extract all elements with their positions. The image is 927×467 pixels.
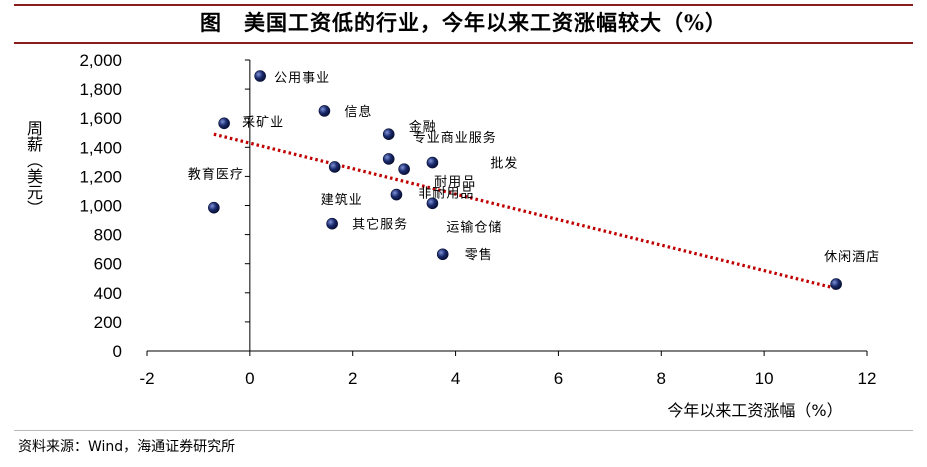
y-tick-label: 1,600	[79, 109, 122, 128]
title-rule	[14, 42, 913, 44]
data-point	[218, 117, 230, 130]
figure-title: 图美国工资低的行业，今年以来工资涨幅较大（%）	[0, 7, 927, 37]
data-label: 公用事业	[274, 71, 330, 86]
data-point	[318, 105, 331, 117]
data-point	[328, 161, 341, 173]
x-tick-label: 4	[451, 369, 460, 388]
data-label: 教育医疗	[188, 167, 244, 183]
axes: 0 200 400 600 800 1,000 1,200 1,400 1,600 1,800 2,…	[79, 51, 876, 388]
trendline	[213, 132, 837, 290]
y-tick-label: 1,000	[79, 197, 122, 216]
x-tick-label: -2	[139, 369, 154, 388]
bottom-rule	[14, 430, 913, 431]
x-tick-label: 12	[858, 369, 877, 388]
data-point	[208, 201, 220, 214]
y-tick-label: 800	[94, 226, 122, 245]
x-tick-label: 2	[348, 369, 357, 388]
data-point	[382, 128, 395, 141]
data-point	[830, 278, 842, 290]
data-label: 其它服务	[352, 217, 408, 233]
y-tick-label: 2,000	[79, 51, 122, 70]
y-tick-label: 600	[94, 255, 122, 274]
y-tick-label: 1,800	[79, 80, 122, 99]
data-label: 耐用品	[434, 175, 476, 190]
x-tick-label: 8	[657, 369, 666, 388]
data-label: 采矿业	[242, 115, 284, 130]
data-label: 非耐用品	[418, 187, 474, 202]
data-label: 运输仓储	[446, 219, 502, 235]
x-tick-label: 6	[554, 369, 563, 388]
figure-prefix: 图	[200, 10, 223, 35]
y-tick-label: 1,400	[79, 138, 122, 157]
data-point	[426, 197, 439, 210]
y-tick-label: 0	[113, 342, 122, 361]
data-label: 休闲酒店	[824, 250, 880, 265]
data-label: 专业商业服务	[413, 130, 497, 146]
y-tick-label: 400	[94, 284, 122, 303]
data-point	[382, 153, 395, 165]
x-tick-label: 0	[245, 369, 254, 388]
data-point	[426, 156, 439, 169]
figure-title-text: 美国工资低的行业，今年以来工资涨幅较大（%）	[244, 10, 727, 35]
top-rule	[14, 4, 913, 6]
data-label: 建筑业	[321, 192, 363, 208]
x-tick-label: 10	[755, 369, 774, 388]
data-label: 批发	[490, 156, 518, 172]
data-point	[326, 217, 338, 230]
data-label: 零售	[465, 247, 493, 263]
data-label: 信息	[344, 104, 372, 120]
data-label: 金融	[409, 119, 437, 135]
data-point	[398, 163, 410, 175]
data-point	[390, 188, 403, 201]
x-axis-label: 今年以来工资涨幅（%）	[667, 401, 842, 420]
data-point	[254, 70, 266, 82]
y-tick-label: 200	[94, 313, 122, 332]
y-tick-label: 1,200	[79, 167, 122, 186]
trendline-group	[213, 132, 837, 290]
source-note: 资料来源：Wind，海通证券研究所	[18, 439, 236, 455]
points-group	[208, 70, 842, 290]
data-point	[436, 248, 449, 261]
y-axis-label: 周薪（美元）	[24, 120, 43, 216]
